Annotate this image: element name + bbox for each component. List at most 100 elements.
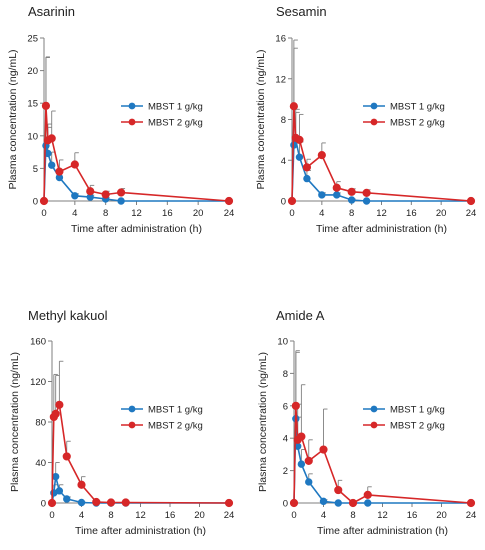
x-axis-label: Time after administration (h)	[317, 525, 448, 537]
x-tick-label: 4	[321, 510, 326, 521]
y-tick-label: 40	[35, 458, 46, 469]
data-point	[121, 498, 130, 507]
x-tick-label: 12	[135, 510, 146, 521]
data-point	[347, 196, 356, 204]
y-tick-label: 15	[27, 99, 38, 110]
data-point	[297, 432, 306, 441]
data-point	[319, 497, 328, 506]
x-tick-label: 16	[407, 510, 418, 521]
data-point	[86, 187, 95, 196]
y-tick-label: 5	[33, 164, 38, 175]
data-point	[319, 445, 328, 454]
legend-marker	[370, 102, 378, 110]
x-tick-label: 8	[103, 208, 108, 219]
y-axis-label: Plasma concentration (ng/mL)	[9, 352, 21, 492]
chart-title: Asarinin	[28, 4, 75, 19]
data-point	[48, 161, 56, 169]
data-point	[332, 183, 341, 192]
x-tick-label: 0	[289, 208, 294, 219]
data-point	[92, 497, 101, 507]
y-tick-label: 10	[277, 337, 288, 348]
legend-marker	[370, 421, 378, 429]
series-line-2	[43, 105, 230, 202]
data-point	[318, 191, 326, 199]
data-point	[362, 188, 371, 197]
data-point	[55, 400, 64, 409]
data-point	[348, 498, 358, 508]
data-point	[101, 190, 110, 199]
legend-marker	[370, 405, 378, 413]
y-tick-label: 16	[275, 34, 286, 45]
data-point	[305, 478, 313, 486]
y-tick-label: 4	[281, 156, 286, 167]
data-point	[51, 472, 60, 481]
data-point	[297, 460, 306, 468]
data-point	[55, 167, 64, 176]
y-tick-label: 120	[30, 377, 46, 388]
x-tick-label: 20	[436, 208, 447, 219]
data-point	[47, 498, 57, 508]
data-point	[116, 188, 126, 197]
series-line-2	[291, 106, 472, 202]
y-tick-label: 0	[281, 197, 286, 208]
y-tick-label: 25	[27, 34, 38, 45]
data-point	[304, 456, 313, 465]
y-tick-label: 2	[283, 466, 288, 477]
data-point	[106, 498, 116, 507]
legend-marker	[128, 102, 136, 110]
x-tick-label: 8	[349, 208, 354, 219]
data-point	[55, 487, 64, 495]
chart-panel-1: Asarinin 0 5 10 15 20 25 0 4 8 12 16 20 24 Time after …	[7, 4, 234, 235]
x-tick-label: 24	[224, 510, 235, 521]
y-tick-label: 6	[283, 401, 288, 412]
legend-marker	[370, 118, 378, 126]
data-point	[289, 102, 298, 111]
data-point	[295, 153, 304, 161]
data-point	[47, 134, 56, 143]
data-point	[289, 498, 299, 508]
y-tick-label: 8	[283, 369, 288, 380]
x-tick-label: 12	[377, 510, 388, 521]
data-point	[287, 196, 297, 206]
y-tick-label: 12	[275, 74, 286, 85]
y-tick-label: 0	[283, 499, 288, 510]
legend-label: MBST 1 g/kg	[148, 102, 203, 113]
x-tick-label: 24	[224, 208, 235, 219]
x-tick-label: 0	[49, 510, 54, 521]
x-tick-label: 20	[193, 208, 204, 219]
data-point	[39, 196, 49, 206]
x-axis-label: Time after administration (h)	[71, 223, 202, 235]
legend-label: MBST 1 g/kg	[390, 102, 445, 113]
x-tick-label: 20	[194, 510, 205, 521]
legend-label: MBST 2 g/kg	[148, 421, 203, 432]
data-point	[295, 135, 304, 144]
data-point	[77, 480, 86, 489]
x-axis-label: Time after administration (h)	[75, 525, 206, 537]
chart-title: Sesamin	[276, 4, 327, 19]
legend-label: MBST 2 g/kg	[390, 118, 445, 129]
x-tick-label: 8	[350, 510, 355, 521]
series-line-1	[291, 136, 471, 202]
x-tick-label: 8	[108, 510, 113, 521]
data-point	[334, 499, 342, 507]
x-tick-label: 16	[165, 510, 176, 521]
data-point	[302, 163, 312, 172]
data-point	[70, 160, 79, 169]
data-point	[347, 187, 356, 196]
data-point	[317, 151, 326, 160]
legend-label: MBST 2 g/kg	[148, 118, 203, 129]
data-point	[333, 191, 341, 199]
data-point	[466, 498, 476, 508]
legend-label: MBST 1 g/kg	[390, 405, 445, 416]
data-point	[63, 495, 71, 503]
data-point	[117, 197, 125, 205]
series-line-2	[293, 405, 472, 504]
chart-title: Methyl kakuol	[28, 308, 108, 323]
x-tick-label: 12	[376, 208, 387, 219]
y-tick-label: 0	[33, 197, 38, 208]
y-tick-label: 8	[281, 115, 286, 126]
data-point	[77, 498, 86, 507]
legend-label: MBST 1 g/kg	[148, 405, 203, 416]
